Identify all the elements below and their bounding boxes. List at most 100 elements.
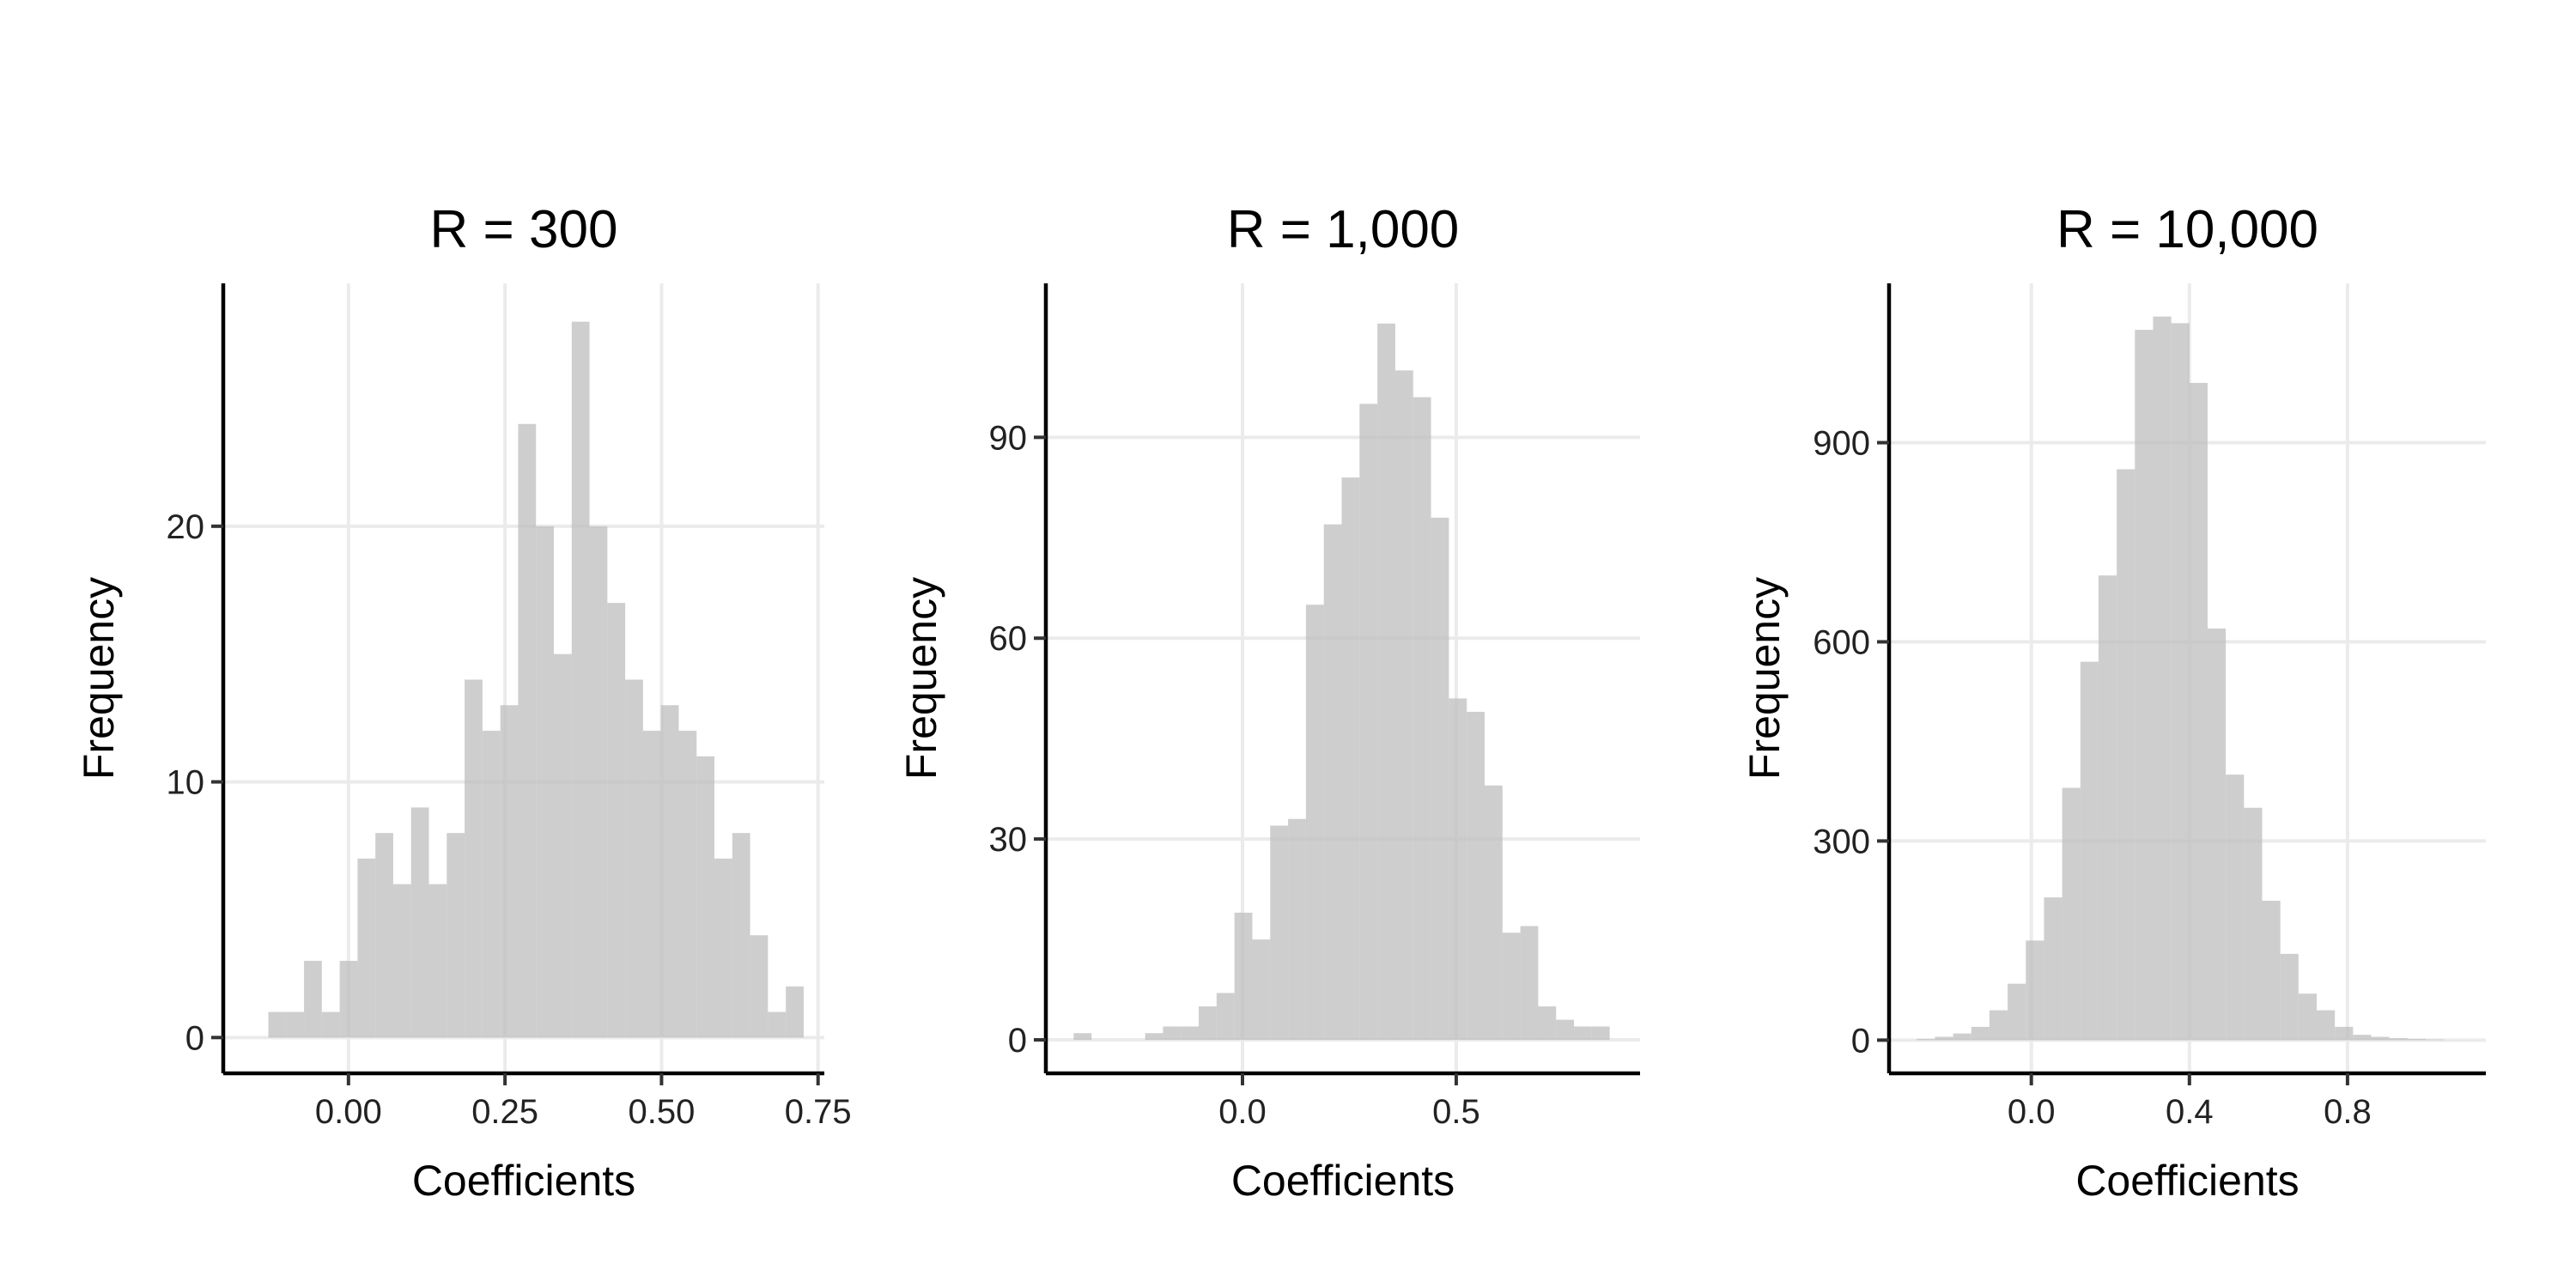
histogram-bar: [1971, 1026, 1990, 1041]
histogram-bar: [786, 986, 804, 1038]
histogram-bar: [1431, 517, 1449, 1041]
y-axis-title: Frequency: [1741, 577, 1789, 780]
chart-title: R = 300: [430, 200, 618, 259]
histogram-bar: [392, 884, 411, 1038]
x-axis-title: Coefficients: [412, 1157, 635, 1205]
y-tick-label: 600: [1813, 623, 1870, 661]
histogram-bar: [2098, 575, 2117, 1041]
histogram-bar: [2280, 953, 2299, 1041]
histogram-bar: [625, 679, 643, 1038]
histogram-bar: [589, 526, 608, 1038]
histogram-bar: [1199, 1006, 1217, 1041]
histogram-bar: [1145, 1033, 1163, 1041]
histogram-bar: [2226, 775, 2245, 1041]
histogram-bar: [2062, 787, 2081, 1041]
y-tick-label: 60: [989, 620, 1028, 658]
histogram-bar: [357, 858, 376, 1038]
y-tick-label: 10: [167, 764, 205, 802]
histogram-bar: [1917, 1038, 1935, 1041]
histogram-bar: [2317, 1010, 2336, 1041]
chart-title: R = 10,000: [2057, 200, 2318, 259]
y-tick-label: 0: [1851, 1022, 1870, 1060]
histogram-bar: [678, 731, 697, 1038]
histogram-bar: [750, 935, 769, 1038]
histogram-bar: [1305, 605, 1324, 1041]
histogram-bar: [1953, 1033, 1971, 1041]
histogram-bar: [1288, 818, 1306, 1041]
histogram-bar: [2262, 900, 2281, 1041]
histogram-bar: [2189, 382, 2208, 1041]
histogram-bar: [571, 321, 590, 1038]
histogram-bar: [1520, 926, 1539, 1041]
histogram-bar: [2207, 629, 2227, 1041]
histogram-bar: [1591, 1026, 1610, 1041]
histogram-bar: [642, 731, 661, 1038]
histogram-bar: [2080, 661, 2099, 1041]
histogram-bar: [2117, 469, 2136, 1041]
histogram-bar: [1270, 825, 1289, 1041]
histogram-bar: [286, 1012, 305, 1038]
histogram-bar: [1181, 1026, 1200, 1041]
histogram-bar: [2371, 1036, 2390, 1041]
y-tick-label: 0: [1008, 1022, 1027, 1060]
x-tick-label: 0.4: [2166, 1093, 2214, 1131]
y-tick-label: 300: [1813, 823, 1870, 860]
histogram-bar: [768, 1012, 787, 1038]
histogram-bars: [1073, 323, 1610, 1041]
chart-title: R = 1,000: [1227, 200, 1460, 259]
histogram-bar: [518, 423, 537, 1038]
histogram-bar: [1073, 1033, 1092, 1041]
histogram-bar: [321, 1012, 340, 1038]
histogram-bar: [2353, 1035, 2372, 1041]
x-tick-label: 0.75: [785, 1093, 852, 1131]
histogram-bar: [1216, 993, 1235, 1041]
histogram-bar: [1413, 397, 1431, 1041]
histogram-bar: [1538, 1006, 1557, 1041]
y-tick-label: 0: [185, 1019, 204, 1057]
y-tick-label: 900: [1813, 425, 1870, 463]
histogram-bar: [1359, 404, 1378, 1041]
histogram-bar: [554, 653, 572, 1038]
histogram-bar: [1377, 323, 1395, 1041]
histogram-bar: [2244, 807, 2263, 1041]
histogram-panel-3: 0.0 0.4 0.8 0 300 600 900 R = 10,000 Coefficient…: [1741, 200, 2486, 1205]
histogram-bar: [2044, 897, 2063, 1041]
y-tick-label: 30: [989, 821, 1028, 859]
histogram-bar: [1574, 1026, 1592, 1041]
histogram-bar: [1467, 711, 1485, 1041]
histogram-bar: [339, 960, 358, 1038]
y-tick-label: 20: [167, 508, 205, 546]
histogram-bar: [410, 807, 429, 1038]
x-tick-label: 0.00: [315, 1093, 382, 1131]
histogram-bar: [2389, 1038, 2408, 1041]
histogram-bar: [2026, 940, 2044, 1041]
x-tick-label: 0.5: [1432, 1093, 1480, 1131]
histogram-bar: [696, 756, 715, 1038]
histogram-bar: [2335, 1026, 2354, 1041]
histogram-panel-1: 0.00 0.25 0.50 0.75 0 10 20 R = 300 Coefficients…: [75, 200, 852, 1205]
histogram-bar: [447, 833, 465, 1038]
histogram-panel-2: 0.0 0.5 0 30 60 90 R = 1,000 Coefficients Freque…: [897, 200, 1640, 1205]
histogram-bar: [1989, 1010, 2008, 1041]
histogram-bar: [536, 526, 554, 1038]
x-axis-title: Coefficients: [2075, 1157, 2299, 1205]
y-axis-title: Frequency: [75, 577, 123, 780]
histogram-bar: [304, 960, 322, 1038]
histogram-bar: [1234, 912, 1253, 1041]
histogram-bar: [1556, 1019, 1575, 1041]
histogram-bar: [1252, 939, 1271, 1041]
x-tick-label: 0.0: [2008, 1093, 2056, 1131]
histogram-bar: [732, 833, 750, 1038]
histogram-bar: [2426, 1039, 2445, 1041]
histogram-bar: [660, 705, 679, 1038]
histogram-bar: [2171, 323, 2190, 1041]
histogram-bar: [1323, 524, 1342, 1041]
histogram-bar: [482, 731, 501, 1038]
histogram-bar: [1449, 698, 1467, 1041]
histogram-bar: [428, 884, 447, 1038]
histogram-bar: [1502, 933, 1521, 1041]
histogram-bar: [1394, 370, 1413, 1041]
histogram-bar: [2008, 983, 2026, 1041]
histogram-bars: [268, 321, 804, 1038]
